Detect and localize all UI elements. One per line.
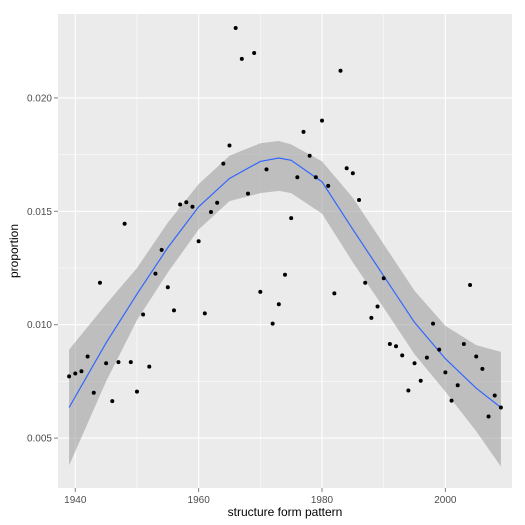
smooth-line-layer [68, 157, 502, 408]
data-point [307, 153, 312, 158]
data-point [437, 347, 442, 352]
data-point [412, 361, 417, 366]
data-point [313, 175, 318, 180]
data-point [239, 56, 244, 61]
data-point [264, 167, 269, 172]
data-point [67, 374, 72, 379]
data-point [301, 129, 306, 134]
data-point [387, 341, 392, 346]
data-point [184, 200, 189, 205]
confidence-band-layer [69, 141, 501, 467]
x-tick-label: 2000 [434, 495, 457, 506]
data-point [480, 366, 485, 371]
y-tick-label: 0.010 [27, 320, 52, 331]
data-point [449, 398, 454, 403]
data-point [326, 183, 331, 188]
data-point [258, 289, 263, 294]
data-point [369, 315, 374, 320]
data-point [289, 216, 294, 221]
data-point [455, 383, 460, 388]
data-point [270, 321, 275, 326]
data-point [498, 405, 503, 410]
data-point [171, 308, 176, 313]
data-points [67, 26, 503, 419]
data-point [85, 354, 90, 359]
data-point [338, 68, 343, 73]
data-point [474, 354, 479, 359]
data-point [91, 390, 96, 395]
data-point [165, 285, 170, 290]
data-point [344, 166, 349, 171]
y-tick-label: 0.020 [27, 93, 52, 104]
data-point [190, 204, 195, 209]
data-point [128, 360, 133, 365]
data-point [350, 171, 355, 176]
data-point [215, 200, 220, 205]
data-point [233, 26, 238, 31]
data-point [276, 302, 281, 307]
x-tick-label: 1980 [311, 495, 334, 506]
y-tick-label: 0.015 [27, 207, 52, 218]
data-point [283, 272, 287, 277]
data-point [394, 344, 399, 349]
x-axis: 1940 1960 1980 2000 [64, 488, 457, 506]
confidence-band [69, 141, 501, 467]
data-point [227, 143, 232, 148]
y-axis: 0.005 0.010 0.015 0.020 [27, 93, 58, 445]
data-point [381, 276, 386, 281]
data-point [486, 414, 491, 419]
data-point [178, 202, 183, 207]
data-point [147, 364, 152, 369]
data-point [104, 361, 109, 366]
data-point [141, 312, 146, 317]
data-point [79, 369, 84, 374]
y-axis-title: proportion [7, 224, 21, 278]
y-tick-label: 0.005 [27, 434, 52, 445]
data-point [252, 51, 257, 56]
data-point [295, 175, 300, 180]
data-point [122, 221, 127, 226]
data-point [221, 161, 226, 166]
data-point [245, 191, 250, 196]
data-point [320, 118, 325, 123]
data-point [400, 353, 405, 358]
data-point [332, 291, 337, 296]
data-point [443, 370, 448, 375]
data-point [461, 341, 466, 346]
data-point [110, 399, 115, 404]
data-point [431, 321, 436, 326]
data-point [208, 209, 213, 214]
plot-panel [58, 14, 512, 488]
data-point [468, 283, 473, 288]
x-axis-title: structure form pattern [228, 505, 343, 519]
smooth-line [68, 157, 502, 408]
data-point [97, 280, 102, 285]
data-point [406, 388, 411, 393]
data-point [418, 378, 423, 383]
data-point [73, 371, 78, 376]
x-tick-label: 1960 [188, 495, 211, 506]
data-point [159, 247, 164, 252]
data-point [116, 360, 121, 365]
data-point [375, 304, 380, 309]
data-point [357, 197, 362, 202]
data-point [202, 311, 207, 316]
data-point [363, 280, 368, 285]
data-point [196, 239, 201, 244]
data-point [424, 355, 429, 360]
data-point [492, 393, 497, 398]
x-tick-label: 1940 [64, 495, 87, 506]
data-point [153, 271, 158, 276]
data-point [134, 389, 139, 394]
